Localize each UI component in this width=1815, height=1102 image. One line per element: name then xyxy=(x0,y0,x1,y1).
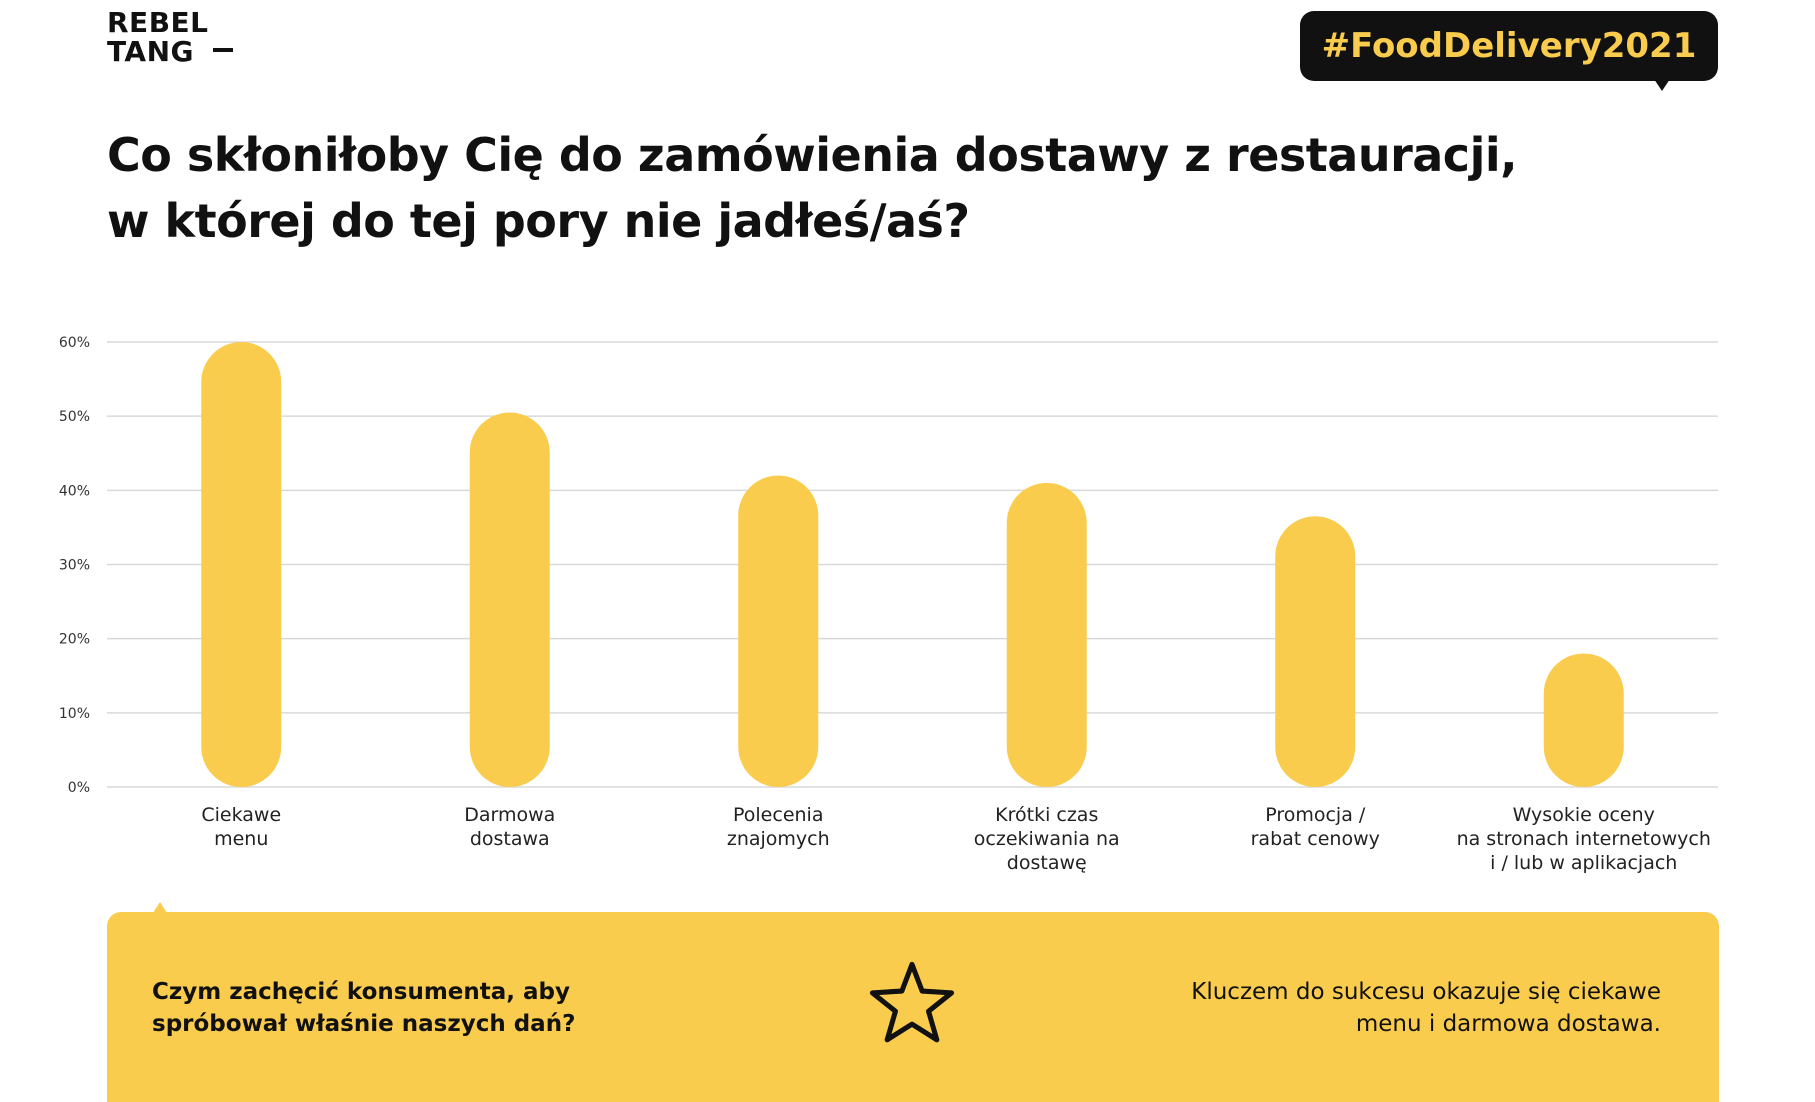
y-tick-label: 20% xyxy=(59,632,90,648)
bar xyxy=(469,412,550,787)
y-tick-label: 50% xyxy=(59,409,90,425)
callout-question-line1: Czym zachęcić konsumenta, aby xyxy=(152,979,570,1005)
x-tick-label: Krótki czas oczekiwania na dostawę xyxy=(974,804,1120,874)
x-tick-label: Polecenia znajomych xyxy=(727,804,830,850)
x-tick-label: Darmowa dostawa xyxy=(464,804,555,850)
hashtag-badge: #FoodDelivery2021 xyxy=(1300,11,1718,91)
bar-chart: 0% 10% 20% 30% 40% 50% 60% Ciekawe menu Darmowa do… xyxy=(59,335,1718,874)
brand-logo: REBEL TANG xyxy=(107,6,233,68)
y-tick-label: 30% xyxy=(59,558,90,574)
y-tick-label: 10% xyxy=(59,706,90,722)
y-tick-label: 40% xyxy=(59,483,90,499)
bar xyxy=(201,342,282,787)
bar xyxy=(1006,482,1087,787)
x-tick-label: Ciekawe menu xyxy=(201,804,281,850)
callout-answer: Kluczem do sukcesu okazuje się ciekawe m… xyxy=(1101,976,1661,1040)
x-tick-label: Promocja / rabat cenowy xyxy=(1251,804,1380,850)
page-title-line1: Co skłoniłoby Cię do zamówienia dostawy … xyxy=(107,128,1518,182)
bar xyxy=(1275,516,1356,787)
star-icon xyxy=(869,961,955,1043)
y-tick-label: 60% xyxy=(59,335,90,351)
bar xyxy=(738,475,819,787)
callout-answer-line2: menu i darmowa dostawa. xyxy=(1355,1011,1661,1037)
insight-callout-tail xyxy=(153,902,167,913)
callout-question: Czym zachęcić konsumenta, aby spróbował … xyxy=(152,976,672,1040)
brand-logo-line1: REBEL xyxy=(107,6,209,39)
callout-answer-line1: Kluczem do sukcesu okazuje się ciekawe xyxy=(1191,979,1661,1005)
brand-logo-line2: TANG xyxy=(107,35,195,68)
x-tick-label: Wysokie oceny na stronach internetowych i … xyxy=(1457,804,1711,874)
hashtag-badge-tail xyxy=(1654,79,1670,91)
brand-logo-dash xyxy=(213,48,233,52)
bar xyxy=(1543,653,1624,787)
page-title: Co skłoniłoby Cię do zamówienia dostawy … xyxy=(107,122,1667,254)
insight-callout: Czym zachęcić konsumenta, aby spróbował … xyxy=(107,902,1719,1102)
callout-question-line2: spróbował właśnie naszych dań? xyxy=(152,1011,576,1037)
hashtag-text: #FoodDelivery2021 xyxy=(1321,26,1697,66)
y-tick-label: 0% xyxy=(68,780,90,796)
page-title-line2: w której do tej pory nie jadłeś/aś? xyxy=(107,194,970,248)
